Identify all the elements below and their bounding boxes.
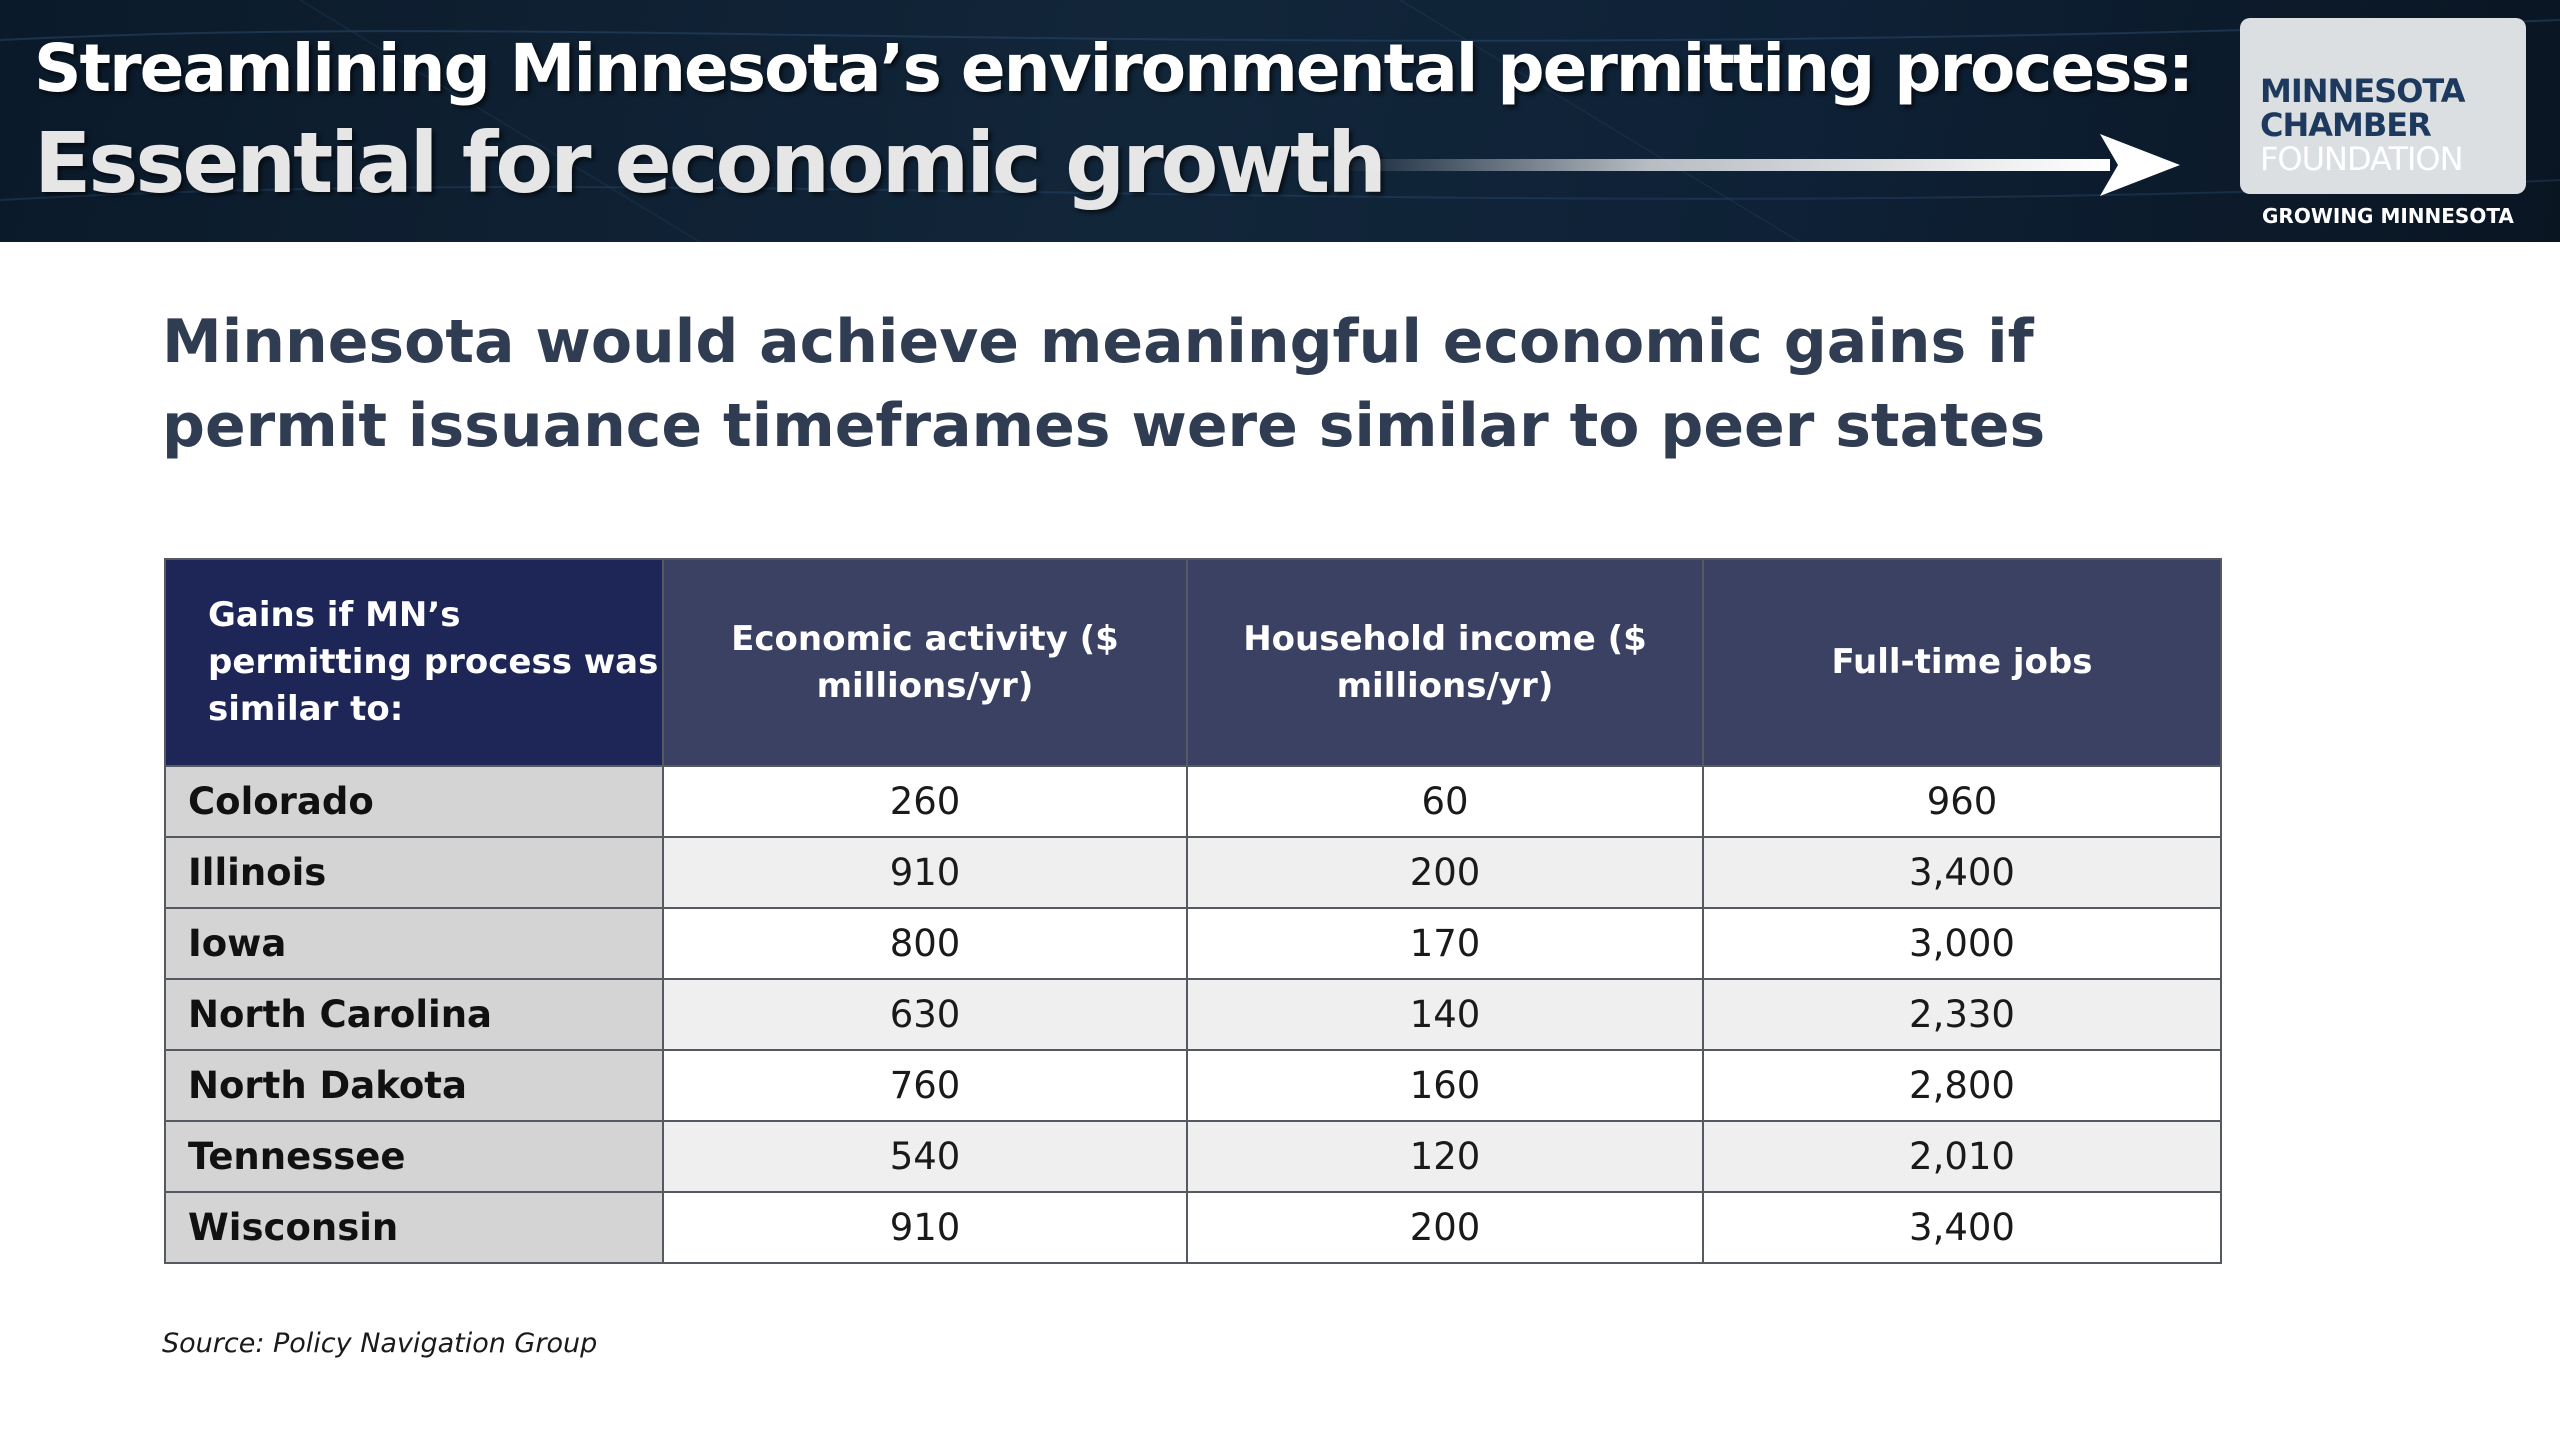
row-state-label: Tennessee [164,1120,664,1193]
row-state-label: Wisconsin [164,1191,664,1264]
cell-household-income: 140 [1186,978,1704,1051]
cell-economic-activity: 540 [662,1120,1188,1193]
banner-background-lines [0,0,2560,242]
row-state-label: Colorado [164,765,664,838]
table-row: Colorado 260 60 960 [164,765,2222,838]
row-state-label: Iowa [164,907,664,980]
table-body: Colorado 260 60 960 Illinois 910 200 3,400 Iowa 8… [164,765,2222,1264]
row-state-label: Illinois [164,836,664,909]
cell-household-income: 160 [1186,1049,1704,1122]
cell-household-income: 200 [1186,1191,1704,1264]
cell-full-time-jobs: 2,010 [1702,1120,2222,1193]
cell-full-time-jobs: 960 [1702,765,2222,838]
row-state-label: North Carolina [164,978,664,1051]
banner-title-line1: Streamlining Minnesota’s environmental p… [34,30,2194,107]
cell-economic-activity: 910 [662,836,1188,909]
cell-full-time-jobs: 2,330 [1702,978,2222,1051]
table-row: Illinois 910 200 3,400 [164,836,2222,909]
cell-economic-activity: 760 [662,1049,1188,1122]
cell-economic-activity: 800 [662,907,1188,980]
table-row: North Dakota 760 160 2,800 [164,1049,2222,1122]
cell-household-income: 60 [1186,765,1704,838]
table-header-row: Gains if MN’s permitting process was sim… [164,558,2222,767]
logo-tagline: GROWING MINNESOTA [2262,204,2514,228]
cell-economic-activity: 910 [662,1191,1188,1264]
cell-household-income: 120 [1186,1120,1704,1193]
banner-title-line2: Essential for economic growth [34,114,1387,212]
row-state-label: North Dakota [164,1049,664,1122]
logo-text-minnesota: MINNESOTA [2260,72,2466,110]
cell-economic-activity: 260 [662,765,1188,838]
column-header-state: Gains if MN’s permitting process was sim… [164,558,664,767]
cell-economic-activity: 630 [662,978,1188,1051]
economic-gains-table: Gains if MN’s permitting process was sim… [164,558,2222,1264]
column-header-full-time-jobs: Full-time jobs [1702,558,2222,767]
header-banner: Streamlining Minnesota’s environmental p… [0,0,2560,242]
logo-text-foundation: FOUNDATION [2260,140,2464,178]
cell-full-time-jobs: 3,400 [1702,1191,2222,1264]
cell-household-income: 200 [1186,836,1704,909]
minnesota-chamber-foundation-logo: MINNESOTA CHAMBER FOUNDATION [2240,18,2526,194]
table-row: Iowa 800 170 3,000 [164,907,2222,980]
column-header-economic-activity: Economic activity ($ millions/yr) [662,558,1188,767]
column-header-household-income: Household income ($ millions/yr) [1186,558,1704,767]
table-row: Wisconsin 910 200 3,400 [164,1191,2222,1264]
cell-full-time-jobs: 3,000 [1702,907,2222,980]
table-row: Tennessee 540 120 2,010 [164,1120,2222,1193]
source-note: Source: Policy Navigation Group [162,1328,598,1359]
slide-title: Minnesota would achieve meaningful econo… [162,307,2046,461]
logo-text-chamber: CHAMBER [2260,106,2432,144]
cell-household-income: 170 [1186,907,1704,980]
table-row: North Carolina 630 140 2,330 [164,978,2222,1051]
arrow-right-icon [1340,134,2180,196]
cell-full-time-jobs: 2,800 [1702,1049,2222,1122]
cell-full-time-jobs: 3,400 [1702,836,2222,909]
